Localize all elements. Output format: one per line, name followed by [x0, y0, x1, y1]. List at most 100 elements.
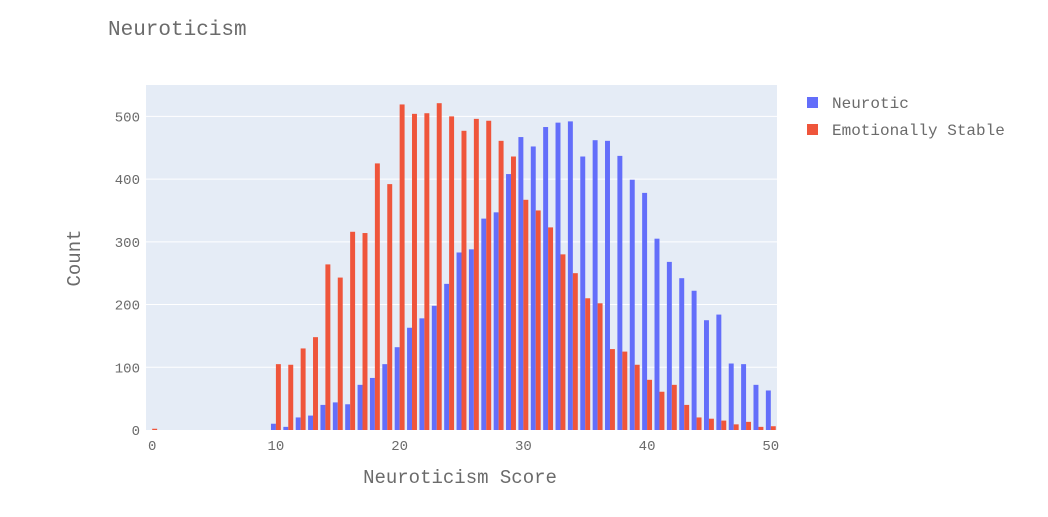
bar-neurotic[interactable]: [691, 290, 697, 430]
bar-neurotic[interactable]: [642, 192, 648, 430]
bar-emotionally-stable[interactable]: [609, 349, 615, 430]
bar-neurotic[interactable]: [704, 320, 709, 430]
bar-neurotic[interactable]: [444, 283, 450, 430]
bar-neurotic[interactable]: [308, 415, 314, 430]
bar-neurotic[interactable]: [394, 347, 400, 430]
bar-neurotic[interactable]: [518, 137, 524, 430]
bar-neurotic[interactable]: [716, 314, 722, 430]
bar-neurotic[interactable]: [530, 146, 536, 430]
bar-emotionally-stable[interactable]: [337, 277, 343, 430]
bar-neurotic[interactable]: [369, 377, 375, 430]
bar-neurotic[interactable]: [419, 318, 425, 430]
x-axis-ticks: 0 10 20 30 40 50: [148, 439, 779, 455]
x-tick-label: 30: [515, 439, 532, 455]
bar-neurotic[interactable]: [543, 127, 549, 430]
y-axis-title: Count: [64, 229, 86, 286]
bar-emotionally-stable[interactable]: [684, 404, 690, 430]
bar-emotionally-stable[interactable]: [622, 351, 628, 430]
bar-neurotic[interactable]: [456, 252, 462, 430]
bar-emotionally-stable[interactable]: [424, 113, 430, 430]
y-tick-label: 400: [115, 173, 140, 189]
bar-emotionally-stable[interactable]: [275, 364, 281, 430]
bar-neurotic[interactable]: [481, 218, 487, 430]
bar-emotionally-stable[interactable]: [659, 391, 665, 430]
bar-emotionally-stable[interactable]: [634, 364, 640, 430]
bar-emotionally-stable[interactable]: [498, 140, 504, 430]
bar-neurotic[interactable]: [592, 140, 598, 430]
bar-neurotic[interactable]: [320, 404, 326, 430]
bar-emotionally-stable[interactable]: [374, 163, 380, 430]
bar-neurotic[interactable]: [617, 155, 623, 430]
bar-emotionally-stable[interactable]: [758, 426, 764, 430]
bar-emotionally-stable[interactable]: [362, 233, 368, 430]
bar-emotionally-stable[interactable]: [313, 337, 318, 430]
y-tick-label: 500: [115, 110, 140, 126]
legend[interactable]: Neurotic Emotionally Stable: [807, 95, 1005, 140]
bar-emotionally-stable[interactable]: [350, 231, 356, 430]
legend-item-neurotic[interactable]: Neurotic: [807, 95, 909, 113]
bar-emotionally-stable[interactable]: [647, 379, 653, 430]
bar-emotionally-stable[interactable]: [523, 199, 529, 430]
bar-neurotic[interactable]: [431, 305, 437, 430]
bar-neurotic[interactable]: [270, 423, 276, 430]
bar-emotionally-stable[interactable]: [733, 424, 739, 430]
bar-neurotic[interactable]: [567, 121, 573, 430]
bar-neurotic[interactable]: [468, 249, 474, 430]
bar-emotionally-stable[interactable]: [412, 113, 417, 430]
bar-emotionally-stable[interactable]: [436, 103, 442, 430]
bar-emotionally-stable[interactable]: [486, 120, 492, 430]
bar-emotionally-stable[interactable]: [708, 418, 714, 430]
bar-neurotic[interactable]: [357, 384, 363, 430]
bar-emotionally-stable[interactable]: [770, 426, 776, 430]
bar-neurotic[interactable]: [753, 384, 759, 430]
bar-neurotic[interactable]: [741, 364, 747, 430]
bar-emotionally-stable[interactable]: [300, 348, 306, 430]
bar-emotionally-stable[interactable]: [535, 210, 541, 430]
legend-swatch-neurotic: [807, 97, 818, 108]
bar-emotionally-stable[interactable]: [473, 118, 479, 431]
x-axis-title: Neuroticism Score: [363, 467, 557, 489]
bar-emotionally-stable[interactable]: [597, 303, 603, 430]
bar-emotionally-stable[interactable]: [721, 420, 727, 430]
bar-neurotic[interactable]: [654, 238, 660, 430]
bar-neurotic[interactable]: [332, 402, 338, 430]
bar-emotionally-stable[interactable]: [387, 184, 393, 430]
bar-emotionally-stable[interactable]: [449, 116, 455, 431]
bar-emotionally-stable[interactable]: [746, 421, 752, 430]
y-tick-label: 200: [115, 299, 140, 315]
bar-neurotic[interactable]: [345, 404, 351, 430]
legend-item-emotionally-stable[interactable]: Emotionally Stable: [807, 122, 1005, 140]
x-tick-label: 0: [148, 439, 156, 455]
legend-label-neurotic: Neurotic: [832, 95, 909, 113]
y-tick-label: 300: [115, 236, 140, 252]
x-tick-label: 10: [268, 439, 285, 455]
bar-neurotic[interactable]: [506, 174, 511, 430]
bar-emotionally-stable[interactable]: [671, 384, 677, 430]
bar-neurotic[interactable]: [295, 417, 301, 430]
bar-neurotic[interactable]: [605, 140, 610, 430]
bar-emotionally-stable[interactable]: [548, 227, 554, 430]
bar-emotionally-stable[interactable]: [152, 428, 158, 430]
bar-emotionally-stable[interactable]: [325, 264, 331, 430]
bar-emotionally-stable[interactable]: [560, 254, 566, 430]
x-tick-label: 40: [639, 439, 656, 455]
bar-neurotic[interactable]: [728, 363, 734, 430]
bars: [152, 103, 776, 431]
bar-emotionally-stable[interactable]: [399, 104, 405, 430]
bar-emotionally-stable[interactable]: [585, 298, 591, 430]
bar-neurotic[interactable]: [493, 212, 499, 430]
bar-neurotic[interactable]: [666, 261, 672, 430]
bar-neurotic[interactable]: [580, 156, 586, 430]
bar-neurotic[interactable]: [679, 278, 685, 430]
bar-neurotic[interactable]: [629, 179, 635, 430]
bar-neurotic[interactable]: [407, 327, 413, 430]
bar-emotionally-stable[interactable]: [461, 130, 467, 431]
bar-emotionally-stable[interactable]: [288, 364, 294, 430]
bar-emotionally-stable[interactable]: [510, 156, 516, 430]
bar-emotionally-stable[interactable]: [572, 273, 578, 430]
bar-neurotic[interactable]: [765, 390, 771, 430]
bar-emotionally-stable[interactable]: [696, 417, 702, 430]
bar-neurotic[interactable]: [382, 364, 388, 430]
bar-neurotic[interactable]: [283, 426, 289, 430]
bar-neurotic[interactable]: [555, 122, 561, 430]
